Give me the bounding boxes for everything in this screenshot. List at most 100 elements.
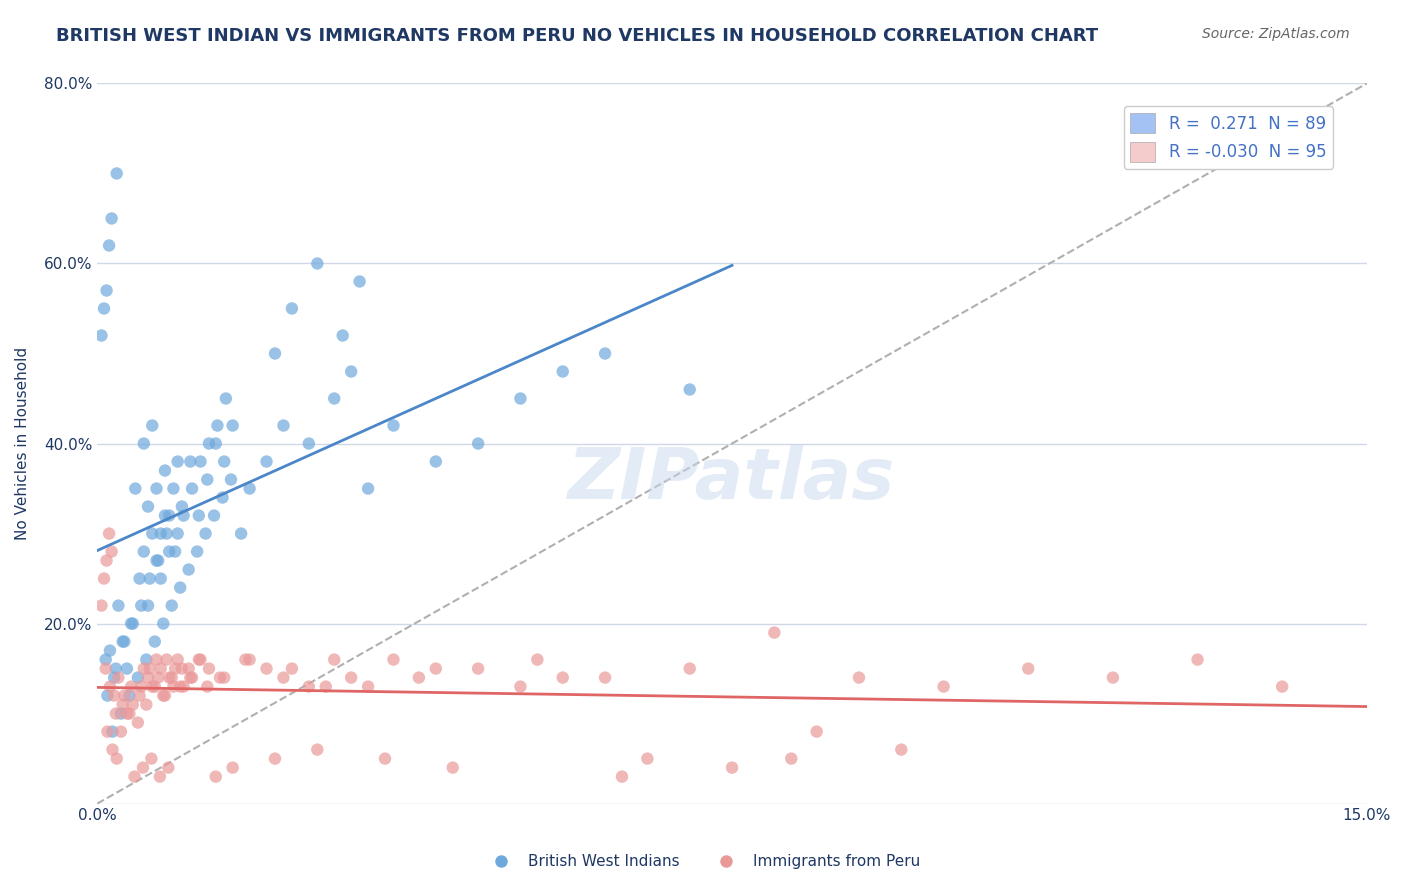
Point [179,454,201,468]
Point [115,706,138,721]
Point [281,301,304,316]
Text: Source: ZipAtlas.com: Source: ZipAtlas.com [1202,27,1350,41]
Point [166,652,188,666]
Point [169,680,191,694]
Point [357,680,380,694]
Point [207,418,229,433]
Point [124,770,146,784]
Point [136,599,159,613]
Point [121,698,143,712]
Point [323,392,346,406]
Point [107,671,129,685]
Point [120,680,142,694]
Point [848,671,870,685]
Point [467,662,489,676]
Point [190,652,212,666]
Point [160,599,183,613]
Point [104,706,127,721]
Point [212,671,235,685]
Point [98,680,121,694]
Point [165,662,187,676]
Point [162,680,184,694]
Point [593,671,616,685]
Text: ZIPatlas: ZIPatlas [568,445,896,514]
Point [382,418,405,433]
Point [100,544,122,558]
Point [110,706,132,721]
Point [1017,662,1039,676]
Point [103,671,125,685]
Point [98,643,121,657]
Point [153,508,176,523]
Point [156,526,179,541]
Point [112,689,135,703]
Point [212,454,235,468]
Point [467,436,489,450]
Point [264,346,287,360]
Point [806,724,828,739]
Point [177,662,200,676]
Point [138,572,160,586]
Point [128,572,150,586]
Point [221,761,243,775]
Point [143,680,166,694]
Point [156,652,179,666]
Point [425,454,447,468]
Point [235,652,257,666]
Point [169,581,191,595]
Point [100,211,122,226]
Point [93,301,115,316]
Point [98,238,121,252]
Point [170,662,193,676]
Point [194,526,217,541]
Point [198,662,221,676]
Point [98,526,121,541]
Point [679,662,702,676]
Point [636,751,658,765]
Point [103,689,125,703]
Point [110,724,132,739]
Point [721,761,744,775]
Point [221,418,243,433]
Point [166,454,188,468]
Point [425,662,447,676]
Point [219,473,242,487]
Point [408,671,430,685]
Point [349,275,371,289]
Point [551,364,574,378]
Point [256,454,278,468]
Point [148,671,170,685]
Point [179,671,201,685]
Point [153,689,176,703]
Point [136,671,159,685]
Point [96,284,118,298]
Point [323,652,346,666]
Point [157,508,180,523]
Point [120,616,142,631]
Point [208,671,231,685]
Point [96,724,118,739]
Point [157,544,180,558]
Text: BRITISH WEST INDIAN VS IMMIGRANTS FROM PERU NO VEHICLES IN HOUSEHOLD CORRELATION: BRITISH WEST INDIAN VS IMMIGRANTS FROM P… [56,27,1098,45]
Point [315,680,337,694]
Point [149,662,172,676]
Point [932,680,955,694]
Point [307,742,329,756]
Point [298,680,321,694]
Point [332,328,354,343]
Point [551,671,574,685]
Point [204,770,226,784]
Point [281,662,304,676]
Point [187,508,209,523]
Point [145,553,167,567]
Point [231,526,253,541]
Point [610,770,633,784]
Point [105,166,128,180]
Point [1271,680,1294,694]
Point [357,482,380,496]
Point [149,770,172,784]
Point [141,680,163,694]
Point [136,500,159,514]
Point [374,751,396,765]
Point [111,698,134,712]
